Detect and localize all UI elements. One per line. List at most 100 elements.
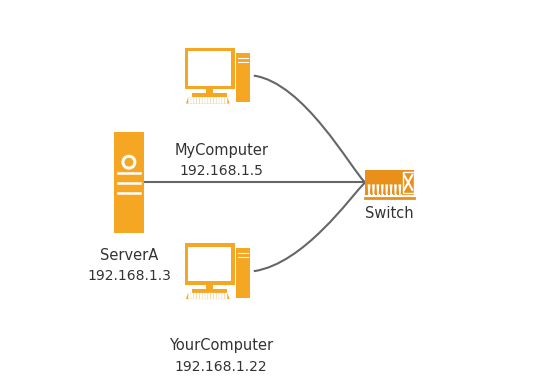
Circle shape — [211, 98, 213, 99]
Polygon shape — [368, 184, 370, 195]
Circle shape — [206, 297, 207, 299]
Circle shape — [214, 100, 215, 101]
Circle shape — [220, 297, 221, 299]
Circle shape — [220, 98, 221, 99]
Circle shape — [217, 100, 219, 101]
Circle shape — [206, 98, 207, 99]
FancyBboxPatch shape — [189, 51, 231, 86]
Circle shape — [225, 294, 227, 295]
Circle shape — [214, 297, 215, 299]
Circle shape — [223, 295, 224, 297]
FancyBboxPatch shape — [403, 172, 414, 193]
Circle shape — [211, 295, 213, 297]
FancyBboxPatch shape — [185, 243, 235, 285]
Circle shape — [208, 294, 210, 295]
Circle shape — [203, 100, 204, 101]
Polygon shape — [186, 98, 230, 103]
Circle shape — [189, 102, 190, 103]
Circle shape — [214, 102, 215, 103]
Circle shape — [208, 100, 210, 101]
Circle shape — [203, 102, 204, 103]
Text: 192.168.1.5: 192.168.1.5 — [179, 164, 263, 178]
Circle shape — [223, 102, 224, 103]
Circle shape — [125, 158, 133, 166]
Circle shape — [203, 295, 204, 297]
Circle shape — [223, 297, 224, 299]
Circle shape — [217, 294, 219, 295]
Circle shape — [197, 98, 199, 99]
Circle shape — [206, 102, 207, 103]
Circle shape — [206, 294, 207, 295]
Circle shape — [211, 294, 213, 295]
Circle shape — [189, 98, 190, 99]
Circle shape — [195, 295, 196, 297]
Polygon shape — [381, 184, 384, 195]
Text: Switch: Switch — [365, 206, 414, 221]
Circle shape — [223, 98, 224, 99]
Circle shape — [225, 98, 227, 99]
Circle shape — [200, 100, 201, 101]
Circle shape — [189, 294, 190, 295]
Circle shape — [203, 294, 204, 295]
Circle shape — [195, 98, 196, 99]
Circle shape — [220, 102, 221, 103]
Circle shape — [217, 102, 219, 103]
Circle shape — [192, 100, 193, 101]
Polygon shape — [385, 184, 388, 195]
Circle shape — [189, 100, 190, 101]
Circle shape — [200, 294, 201, 295]
FancyBboxPatch shape — [185, 48, 235, 89]
Text: 192.168.1.22: 192.168.1.22 — [175, 360, 268, 374]
FancyBboxPatch shape — [114, 132, 144, 233]
Circle shape — [192, 294, 193, 295]
Circle shape — [197, 297, 199, 299]
Circle shape — [195, 297, 196, 299]
Circle shape — [197, 294, 199, 295]
Circle shape — [192, 102, 193, 103]
Circle shape — [217, 297, 219, 299]
FancyBboxPatch shape — [189, 247, 231, 281]
Polygon shape — [394, 184, 397, 195]
FancyBboxPatch shape — [236, 249, 249, 297]
Circle shape — [208, 295, 210, 297]
Circle shape — [225, 102, 227, 103]
Circle shape — [206, 100, 207, 101]
Circle shape — [197, 100, 199, 101]
Circle shape — [223, 100, 224, 101]
Circle shape — [200, 295, 201, 297]
Circle shape — [208, 98, 210, 99]
Circle shape — [203, 297, 204, 299]
Circle shape — [200, 98, 201, 99]
Circle shape — [217, 295, 219, 297]
Circle shape — [225, 297, 227, 299]
Circle shape — [189, 297, 190, 299]
Circle shape — [214, 295, 215, 297]
Text: MyComputer: MyComputer — [174, 143, 268, 158]
Text: YourComputer: YourComputer — [169, 338, 273, 353]
Circle shape — [220, 100, 221, 101]
Polygon shape — [390, 184, 392, 195]
Circle shape — [220, 294, 221, 295]
Circle shape — [192, 297, 193, 299]
Circle shape — [211, 297, 213, 299]
FancyBboxPatch shape — [236, 53, 249, 102]
FancyBboxPatch shape — [206, 285, 213, 289]
Circle shape — [206, 295, 207, 297]
Text: 192.168.1.3: 192.168.1.3 — [87, 269, 171, 284]
Circle shape — [211, 100, 213, 101]
Circle shape — [208, 297, 210, 299]
Circle shape — [214, 294, 215, 295]
Circle shape — [220, 295, 221, 297]
Circle shape — [217, 98, 219, 99]
Circle shape — [195, 294, 196, 295]
Circle shape — [200, 102, 201, 103]
Polygon shape — [376, 184, 379, 195]
Circle shape — [214, 98, 215, 99]
Polygon shape — [186, 293, 230, 299]
Circle shape — [189, 295, 190, 297]
FancyBboxPatch shape — [192, 93, 227, 97]
Circle shape — [200, 297, 201, 299]
Polygon shape — [399, 184, 401, 195]
Circle shape — [225, 100, 227, 101]
FancyBboxPatch shape — [192, 289, 227, 293]
